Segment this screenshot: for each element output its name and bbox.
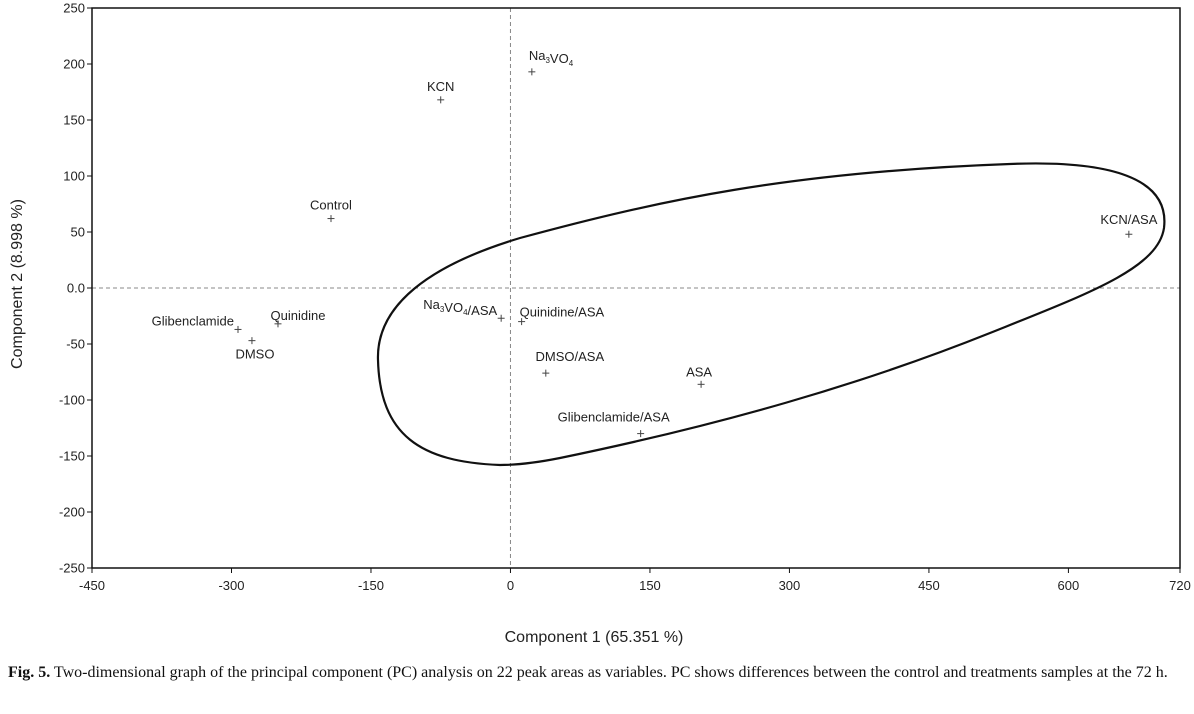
scatter-point: ASA <box>686 364 712 388</box>
point-label: Na3VO4/ASA <box>423 297 497 318</box>
x-axis-title: Component 1 (65.351 %) <box>505 629 684 646</box>
x-tick-label: -150 <box>358 578 384 593</box>
scatter-point: Na3VO4/ASA <box>423 297 505 322</box>
point-label: KCN/ASA <box>1100 212 1157 227</box>
point-label: ASA <box>686 364 712 379</box>
y-tick-label: 200 <box>63 57 85 72</box>
scatter-point: Na3VO4 <box>528 48 574 76</box>
x-tick-label: 0 <box>507 578 514 593</box>
scatter-point: Glibenclamide/ASA <box>558 410 670 438</box>
point-label: Control <box>310 198 352 213</box>
x-tick-label: 300 <box>779 578 801 593</box>
x-tick-label: 720 <box>1169 578 1191 593</box>
point-label: Glibenclamide <box>152 313 234 328</box>
scatter-point: DMSO/ASA <box>535 349 604 377</box>
x-tick-label: -450 <box>79 578 105 593</box>
y-axis-title: Component 2 (8.998 %) <box>9 199 26 369</box>
figure-caption: Fig. 5. Two-dimensional graph of the pri… <box>8 662 1192 683</box>
y-tick-label: 150 <box>63 113 85 128</box>
point-label: Quinidine <box>271 308 326 323</box>
y-tick-label: -250 <box>59 561 85 576</box>
scatter-point: Control <box>310 198 352 223</box>
y-tick-label: 100 <box>63 169 85 184</box>
pca-scatter-plot: -450 -300 -150 0 150 300 450 600 720 250 200 150 100… <box>9 1 1191 647</box>
asa-group-ellipse <box>376 162 1166 467</box>
point-label: Na3VO4 <box>529 48 574 68</box>
point-label: DMSO/ASA <box>535 349 604 364</box>
scatter-point: Quinidine <box>271 308 326 328</box>
scatter-point: DMSO <box>235 337 274 362</box>
y-tick-label: -150 <box>59 449 85 464</box>
scatter-point: Quinidine/ASA <box>518 305 605 326</box>
y-tick-label: 50 <box>71 225 85 240</box>
caption-label: Fig. 5. <box>8 664 51 681</box>
caption-text: Two-dimensional graph of the principal c… <box>50 664 1168 681</box>
y-tick-label: -200 <box>59 505 85 520</box>
y-tick-label: -100 <box>59 393 85 408</box>
x-tick-label: 150 <box>639 578 661 593</box>
y-tick-label: -50 <box>66 337 85 352</box>
point-label: DMSO <box>235 347 274 362</box>
y-tick-label: 0.0 <box>67 281 85 296</box>
point-label: KCN <box>427 79 454 94</box>
x-tick-label: -300 <box>218 578 244 593</box>
scatter-point: KCN <box>427 79 454 104</box>
x-tick-label: 600 <box>1058 578 1080 593</box>
point-label: Glibenclamide/ASA <box>558 410 670 425</box>
scatter-point: Glibenclamide <box>152 313 242 333</box>
scatter-point: KCN/ASA <box>1100 212 1158 238</box>
point-label: Quinidine/ASA <box>520 305 605 320</box>
x-tick-label: 450 <box>918 578 940 593</box>
y-tick-label: 250 <box>63 1 85 16</box>
